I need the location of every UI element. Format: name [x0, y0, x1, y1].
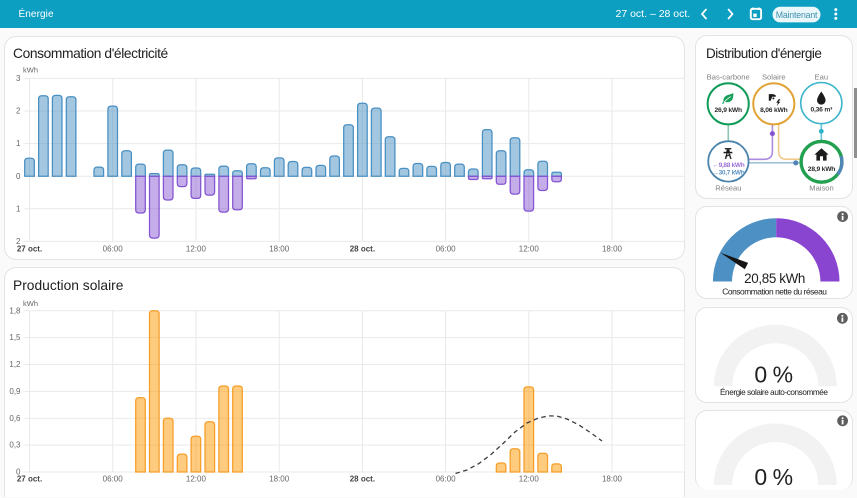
svg-text:26,9 kWh: 26,9 kWh — [715, 107, 743, 114]
svg-text:Réseau: Réseau — [715, 184, 741, 193]
svg-text:12:00: 12:00 — [186, 245, 207, 254]
svg-text:12:00: 12:00 — [186, 474, 207, 483]
svg-text:0,6: 0,6 — [9, 413, 21, 422]
svg-text:0: 0 — [16, 172, 21, 181]
svg-text:18:00: 18:00 — [269, 474, 290, 483]
svg-text:28 oct.: 28 oct. — [350, 474, 375, 483]
svg-text:18:00: 18:00 — [602, 245, 623, 254]
svg-text:1: 1 — [16, 204, 21, 213]
svg-text:06:00: 06:00 — [436, 245, 457, 254]
svg-text:06:00: 06:00 — [436, 474, 457, 483]
svg-text:3: 3 — [16, 74, 21, 83]
svg-text:0,36 m³: 0,36 m³ — [810, 107, 833, 114]
svg-text:12:00: 12:00 — [519, 474, 540, 483]
svg-text:0,3: 0,3 — [9, 440, 21, 449]
svg-text:0: 0 — [16, 467, 21, 476]
svg-text:1: 1 — [16, 139, 21, 148]
svg-text:27 oct.: 27 oct. — [17, 245, 42, 254]
svg-text:Maintenant: Maintenant — [776, 10, 818, 20]
svg-text:1,2: 1,2 — [9, 360, 21, 369]
svg-text:0 %: 0 % — [754, 362, 792, 388]
svg-text:28,9 kWh: 28,9 kWh — [808, 166, 836, 173]
svg-text:06:00: 06:00 — [103, 245, 124, 254]
svg-text:18:00: 18:00 — [602, 474, 623, 483]
svg-text:→30,7 kWh: →30,7 kWh — [712, 170, 744, 177]
svg-text:27 oct.: 27 oct. — [17, 474, 42, 483]
svg-text:Maison: Maison — [809, 184, 833, 193]
svg-text:1,5: 1,5 — [9, 333, 21, 342]
svg-text:Énergie solaire auto-consommée: Énergie solaire auto-consommée — [720, 387, 828, 397]
svg-text:12:00: 12:00 — [519, 245, 540, 254]
svg-text:1,8: 1,8 — [9, 306, 21, 315]
svg-text:kWh: kWh — [23, 66, 38, 75]
svg-text:06:00: 06:00 — [103, 474, 124, 483]
svg-text:Bas-carbone: Bas-carbone — [707, 72, 750, 81]
svg-text:20,85 kWh: 20,85 kWh — [744, 270, 805, 285]
svg-text:0 %: 0 % — [754, 464, 792, 487]
svg-text:Solaire: Solaire — [762, 72, 786, 81]
svg-text:0,9: 0,9 — [9, 387, 21, 396]
svg-text:18:00: 18:00 — [269, 245, 290, 254]
svg-text:Eau: Eau — [815, 72, 829, 81]
svg-text:kWh: kWh — [23, 299, 38, 308]
svg-text:28 oct.: 28 oct. — [350, 245, 375, 254]
svg-text:2: 2 — [16, 237, 21, 246]
svg-text:8,06 kWh: 8,06 kWh — [760, 107, 788, 114]
svg-text:2: 2 — [16, 107, 21, 116]
svg-text:←9,88 kWh: ←9,88 kWh — [712, 162, 744, 169]
svg-text:Consommation nette du réseau: Consommation nette du réseau — [722, 286, 827, 296]
